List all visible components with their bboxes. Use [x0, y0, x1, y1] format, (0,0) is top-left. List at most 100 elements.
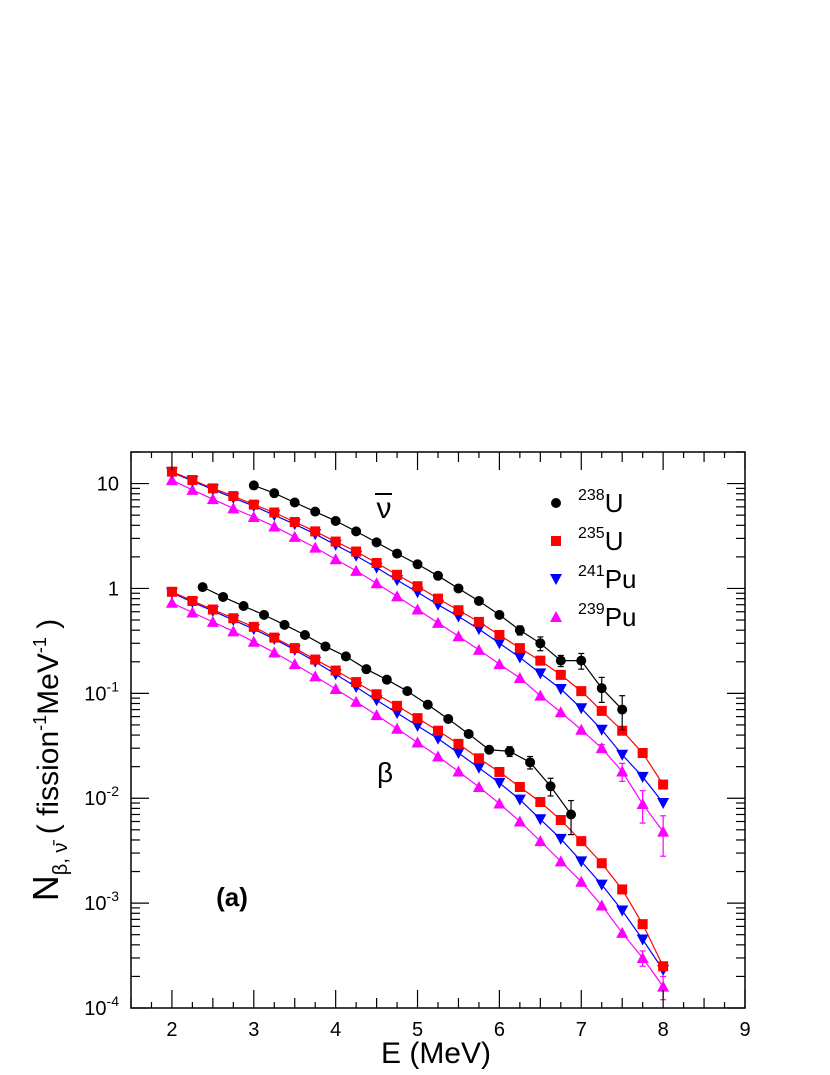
data-point-nu	[310, 526, 321, 537]
data-point-beta	[187, 595, 198, 606]
data-point-nu	[493, 658, 506, 670]
legend: 238U 235U 241Pu 239Pu	[550, 487, 637, 632]
data-point-nu	[268, 520, 281, 532]
data-point-beta	[595, 899, 608, 911]
data-point-nu	[555, 669, 566, 680]
data-point-nu	[616, 749, 629, 761]
data-point-beta	[513, 815, 526, 827]
data-point-beta	[566, 809, 577, 820]
y-tick-label: 10	[97, 474, 119, 496]
data-point-nu	[554, 684, 567, 696]
legend-entry: 241Pu	[550, 563, 637, 594]
data-point-nu	[166, 466, 177, 477]
data-point-beta	[433, 725, 443, 736]
data-point-nu	[411, 603, 424, 615]
x-tick-label: 3	[248, 1019, 259, 1041]
panel-label: (a)	[216, 882, 248, 912]
legend-label: 235U	[578, 525, 623, 556]
data-point-beta	[493, 797, 506, 809]
data-point-nu	[452, 630, 465, 642]
data-point-nu	[289, 497, 300, 508]
series-238U	[197, 480, 628, 836]
legend-marker	[550, 574, 562, 585]
data-point-nu	[186, 483, 199, 495]
legend-marker	[551, 536, 561, 546]
data-point-beta	[197, 582, 208, 593]
data-point-beta	[452, 747, 465, 759]
x-tick-label: 5	[412, 1019, 423, 1041]
data-point-nu	[554, 706, 567, 718]
data-point-nu	[595, 742, 608, 754]
data-point-nu	[657, 798, 670, 810]
data-point-nu	[494, 629, 505, 640]
data-point-nu	[494, 609, 505, 620]
data-point-nu	[187, 475, 198, 486]
data-point-beta	[576, 836, 587, 847]
y-axis-title-exp1: -1	[30, 715, 50, 731]
data-point-nu	[351, 526, 362, 537]
ticks-layer	[130, 451, 746, 1009]
data-point-nu	[513, 672, 526, 684]
data-point-nu	[370, 577, 383, 589]
data-point-nu	[453, 583, 464, 594]
y-tick-label: 10-2	[84, 783, 119, 810]
data-point-nu	[473, 595, 484, 606]
data-point-beta	[206, 615, 219, 627]
data-point-beta	[310, 654, 321, 665]
legend-entry: 239Pu	[550, 601, 637, 632]
x-tick-label: 8	[658, 1019, 669, 1041]
data-point-beta	[165, 596, 178, 608]
legend-marker	[550, 611, 562, 622]
data-point-beta	[218, 591, 229, 602]
data-point-nu	[514, 625, 525, 636]
legend-entry: 238U	[551, 487, 623, 518]
data-point-nu	[371, 557, 382, 568]
series-239Pu	[165, 474, 670, 1001]
data-point-nu	[433, 593, 443, 604]
series-line-beta	[171, 592, 664, 971]
data-point-nu	[329, 553, 342, 565]
data-point-beta	[575, 875, 588, 887]
data-point-nu	[309, 541, 322, 553]
data-point-beta	[535, 797, 546, 808]
data-point-beta	[493, 777, 506, 789]
data-point-beta	[412, 713, 423, 724]
data-point-beta	[463, 728, 474, 739]
nu-label: ν	[377, 492, 392, 525]
data-point-beta	[329, 683, 342, 695]
data-point-beta	[248, 621, 259, 632]
data-point-nu	[330, 536, 341, 547]
data-point-beta	[351, 677, 362, 688]
data-point-nu	[596, 683, 607, 694]
data-point-nu	[472, 643, 485, 655]
legend-label: 238U	[578, 487, 623, 518]
data-point-nu	[657, 825, 670, 837]
data-point-nu	[658, 779, 669, 790]
data-point-beta	[484, 744, 495, 755]
data-point-beta	[269, 632, 280, 643]
data-point-nu	[453, 605, 464, 616]
y-axis-title-unit-open: ( fission	[32, 731, 65, 843]
x-tick-label: 7	[576, 1019, 587, 1041]
y-tick-label: 10-4	[84, 993, 119, 1020]
data-point-beta	[340, 651, 351, 662]
data-point-beta	[545, 781, 556, 792]
data-point-beta	[443, 713, 454, 724]
data-point-beta	[616, 926, 629, 938]
y-axis-title-main: N	[25, 875, 66, 901]
data-point-beta	[289, 643, 300, 654]
x-axis-title: E (MeV)	[381, 1037, 491, 1070]
data-point-nu	[310, 506, 321, 517]
data-point-nu	[555, 655, 566, 666]
data-point-beta	[228, 613, 239, 624]
data-point-nu	[269, 488, 280, 499]
data-point-beta	[371, 689, 382, 700]
data-point-beta	[453, 738, 464, 749]
y-axis-title-sub: β, ν̄	[50, 840, 72, 876]
data-point-beta	[381, 674, 392, 685]
data-point-nu	[247, 511, 260, 523]
data-point-beta	[555, 815, 566, 826]
data-point-nu	[412, 581, 423, 592]
data-point-beta	[402, 686, 413, 697]
data-point-beta	[392, 700, 403, 711]
